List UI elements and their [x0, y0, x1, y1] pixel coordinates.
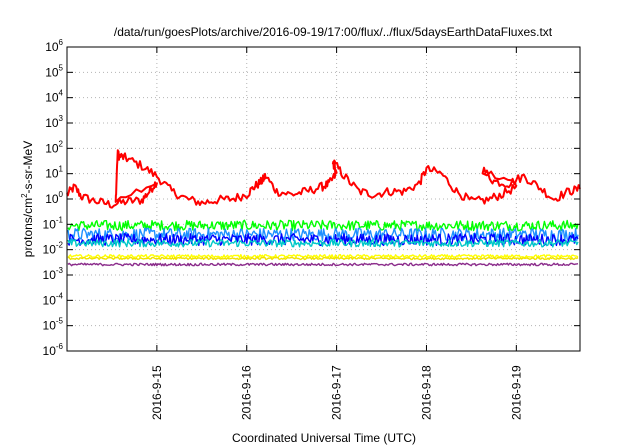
- y-tick-exponent: 1: [59, 165, 64, 174]
- y-axis-title-pre: protons/cm: [21, 198, 35, 257]
- series-line: [67, 238, 579, 248]
- y-tick-label: 105: [45, 63, 63, 79]
- y-tick-exponent: 3: [59, 114, 64, 123]
- x-axis-title: Coordinated Universal Time (UTC): [232, 431, 416, 445]
- y-tick-label: 106: [45, 38, 63, 54]
- series-line: [67, 219, 579, 232]
- y-tick-exponent: -4: [56, 291, 64, 300]
- x-tick-label: 2016-9-17: [330, 365, 344, 420]
- y-tick-label: 10-1: [43, 215, 64, 231]
- y-tick-exponent: 6: [59, 38, 64, 47]
- series-layer: [66, 149, 581, 267]
- series-line: [66, 149, 581, 209]
- y-axis-title-sup: 2: [20, 193, 29, 198]
- y-tick-base: 10: [43, 293, 57, 307]
- x-tick-label: 2016-9-16: [240, 365, 254, 420]
- chart-title: /data/run/goesPlots/archive/2016-09-19/1…: [114, 25, 553, 39]
- y-tick-exponent: 2: [59, 139, 64, 148]
- y-axis: 10-610-510-410-310-210-11001011021031041…: [43, 38, 580, 358]
- y-tick-label: 10-2: [43, 241, 64, 257]
- y-tick-base: 10: [43, 268, 57, 282]
- y-tick-base: 10: [45, 141, 59, 155]
- y-axis-title-post: -s-sr-MeV: [21, 141, 35, 194]
- y-tick-exponent: -1: [56, 215, 64, 224]
- y-tick-label: 103: [45, 114, 63, 130]
- y-tick-base: 10: [43, 344, 57, 358]
- y-tick-base: 10: [45, 65, 59, 79]
- y-axis-title: protons/cm2-s-sr-MeV: [20, 141, 35, 257]
- x-axis: 2016-9-15 2016-9-16 2016-9-17 2016-9-18 2016…: [150, 47, 523, 420]
- y-tick-base: 10: [43, 217, 57, 231]
- series-line: [67, 262, 579, 267]
- y-tick-label: 102: [45, 139, 63, 155]
- x-tick-label: 2016-9-18: [419, 365, 433, 420]
- y-tick-base: 10: [45, 116, 59, 130]
- y-tick-exponent: -2: [56, 241, 64, 250]
- series-line: [67, 254, 579, 259]
- series-line: [67, 227, 579, 242]
- y-tick-label: 10-4: [43, 291, 64, 307]
- x-tick-label: 2016-9-19: [509, 365, 523, 420]
- y-tick-exponent: -5: [56, 317, 64, 326]
- y-tick-exponent: -3: [56, 266, 64, 275]
- y-tick-exponent: 5: [59, 63, 64, 72]
- y-tick-base: 10: [43, 243, 57, 257]
- y-tick-base: 10: [45, 192, 59, 206]
- y-tick-base: 10: [45, 40, 59, 54]
- y-tick-label: 10-5: [43, 317, 64, 333]
- y-tick-base: 10: [45, 91, 59, 105]
- y-tick-exponent: 0: [59, 190, 64, 199]
- y-tick-exponent: 4: [59, 89, 64, 98]
- y-tick-label: 100: [45, 190, 63, 206]
- x-tick-label: 2016-9-15: [150, 365, 164, 420]
- y-tick-exponent: -6: [56, 342, 64, 351]
- y-tick-label: 101: [45, 165, 63, 181]
- y-tick-label: 104: [45, 89, 63, 105]
- y-tick-base: 10: [45, 167, 59, 181]
- y-tick-label: 10-3: [43, 266, 64, 282]
- y-tick-label: 10-6: [43, 342, 64, 358]
- series-line: [68, 256, 579, 261]
- y-tick-base: 10: [43, 319, 57, 333]
